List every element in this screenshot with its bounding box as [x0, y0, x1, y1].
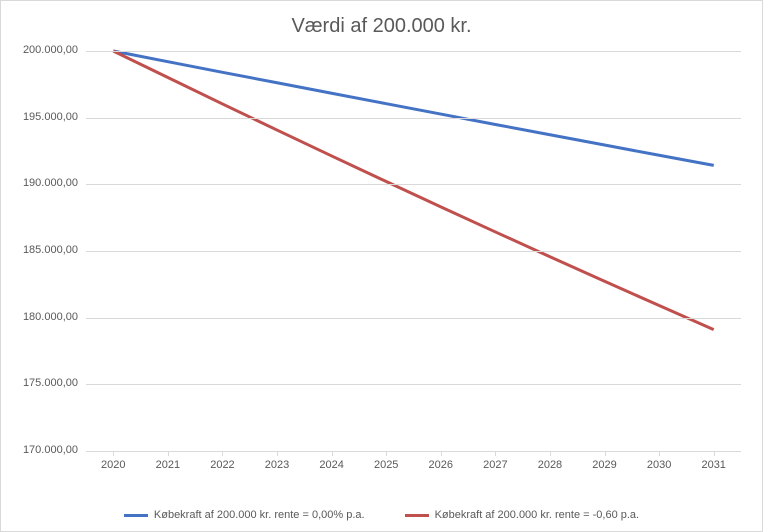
gridline: [86, 318, 741, 319]
x-tick: [222, 451, 223, 456]
x-tick: [714, 451, 715, 456]
x-axis-label: 2030: [634, 459, 684, 471]
x-axis-label: 2022: [197, 459, 247, 471]
x-tick: [659, 451, 660, 456]
legend-label-red: Købekraft af 200.000 kr. rente = -0,60 p…: [435, 509, 640, 521]
legend-label-blue: Købekraft af 200.000 kr. rente = 0,00% p…: [154, 509, 365, 521]
gridline: [86, 51, 741, 52]
x-axis-label: 2028: [525, 459, 575, 471]
legend: Købekraft af 200.000 kr. rente = 0,00% p…: [1, 509, 762, 521]
x-tick: [550, 451, 551, 456]
legend-swatch-blue: [124, 514, 148, 517]
y-axis-label: 185.000,00: [1, 244, 78, 256]
x-axis-label: 2029: [580, 459, 630, 471]
gridline: [86, 384, 741, 385]
y-axis-label: 170.000,00: [1, 444, 78, 456]
y-axis-label: 180.000,00: [1, 311, 78, 323]
gridline: [86, 184, 741, 185]
series-blue: [113, 51, 713, 165]
x-tick: [168, 451, 169, 456]
y-axis-label: 195.000,00: [1, 111, 78, 123]
x-axis-label: 2023: [252, 459, 302, 471]
x-axis-label: 2031: [689, 459, 739, 471]
legend-swatch-red: [405, 514, 429, 517]
x-axis-label: 2027: [470, 459, 520, 471]
series-red: [113, 51, 713, 330]
gridline: [86, 451, 741, 452]
x-tick: [277, 451, 278, 456]
x-tick: [332, 451, 333, 456]
gridline: [86, 118, 741, 119]
x-tick: [605, 451, 606, 456]
x-tick: [386, 451, 387, 456]
y-axis-label: 190.000,00: [1, 177, 78, 189]
x-axis-label: 2025: [361, 459, 411, 471]
x-axis-label: 2020: [88, 459, 138, 471]
x-axis-label: 2026: [416, 459, 466, 471]
x-axis-label: 2024: [307, 459, 357, 471]
x-tick: [441, 451, 442, 456]
x-tick: [113, 451, 114, 456]
y-axis-label: 175.000,00: [1, 377, 78, 389]
legend-item-red: Købekraft af 200.000 kr. rente = -0,60 p…: [405, 509, 640, 521]
x-tick: [495, 451, 496, 456]
legend-item-blue: Købekraft af 200.000 kr. rente = 0,00% p…: [124, 509, 365, 521]
chart-container: Værdi af 200.000 kr. Købekraft af 200.00…: [0, 0, 763, 532]
y-axis-label: 200.000,00: [1, 44, 78, 56]
chart-title: Værdi af 200.000 kr.: [1, 15, 762, 38]
x-axis-label: 2021: [143, 459, 193, 471]
gridline: [86, 251, 741, 252]
